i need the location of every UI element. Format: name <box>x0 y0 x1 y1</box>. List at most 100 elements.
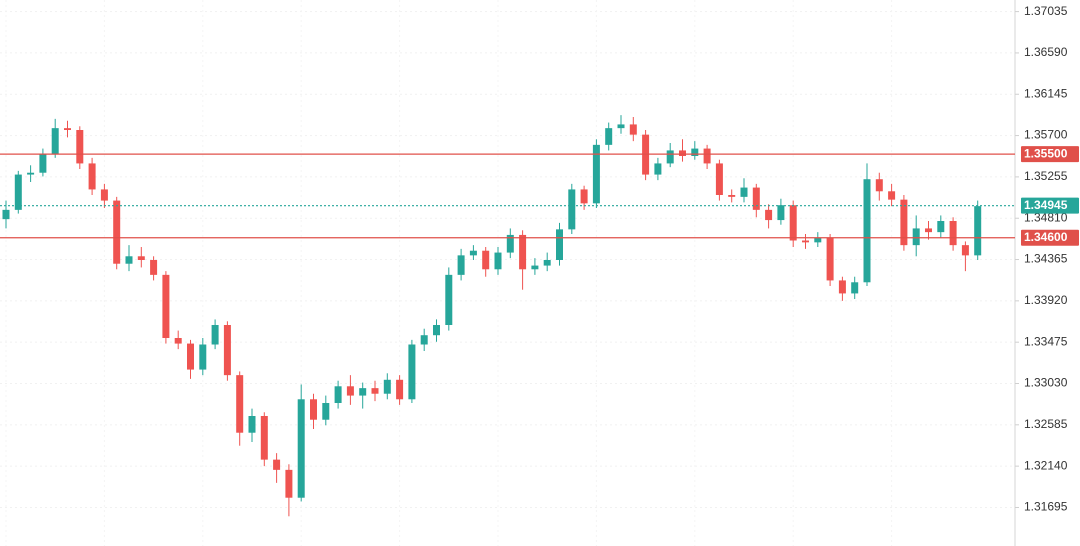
candle-body <box>187 343 194 370</box>
candle-body <box>900 199 908 246</box>
candle-body <box>371 388 379 394</box>
candle-body <box>433 325 440 336</box>
candle-body <box>826 237 834 281</box>
y-tick-label: 1.32585 <box>1024 417 1068 431</box>
candle-body <box>14 174 22 210</box>
candle-body <box>482 250 490 270</box>
candle-body <box>346 386 354 396</box>
candle-body <box>76 130 84 164</box>
candle-body <box>925 228 932 233</box>
candle-body <box>580 189 588 204</box>
candle-body <box>531 265 539 270</box>
level-label: 1.34600 <box>1024 230 1068 244</box>
candle-body <box>211 325 219 345</box>
level-label-box <box>1021 146 1079 163</box>
candle-body <box>310 399 317 420</box>
candle-body <box>556 229 563 260</box>
candle-body <box>322 403 330 420</box>
candle-body <box>949 221 957 246</box>
y-tick-label: 1.33475 <box>1024 334 1068 348</box>
candle-body <box>174 338 182 344</box>
candle-body <box>863 179 871 283</box>
candle-body <box>777 205 785 221</box>
candle-body <box>2 209 10 220</box>
candle-body <box>162 274 170 338</box>
candle-body <box>383 379 391 394</box>
candle-body <box>359 388 367 396</box>
candle-body <box>752 187 760 210</box>
candle-body <box>39 154 47 173</box>
candle-body <box>125 256 133 264</box>
candle-body <box>617 124 625 129</box>
candle-body <box>236 375 244 433</box>
candle-body <box>223 325 231 376</box>
level-label: 1.35500 <box>1024 146 1068 160</box>
candle-body <box>728 195 736 197</box>
y-tick-label: 1.33920 <box>1024 293 1068 307</box>
y-tick-label: 1.36590 <box>1024 45 1068 59</box>
candle-body <box>150 260 158 275</box>
candle-body <box>912 228 920 246</box>
candle-body <box>679 150 686 156</box>
candle-body <box>654 163 662 175</box>
y-tick-label: 1.35700 <box>1024 128 1068 142</box>
candle-body <box>297 399 305 498</box>
level-label-box <box>1021 197 1079 214</box>
candle-body <box>100 189 108 201</box>
candle-body <box>408 344 416 400</box>
y-tick-label: 1.32140 <box>1024 458 1068 472</box>
candle-body <box>802 240 809 243</box>
candle-body <box>285 469 293 498</box>
candle-body <box>260 416 268 460</box>
candle-body <box>64 128 71 130</box>
candle-body <box>666 150 674 164</box>
candle-body <box>519 234 527 270</box>
candle-body <box>974 206 982 256</box>
y-tick-label: 1.36145 <box>1024 86 1068 100</box>
candle-body <box>715 163 723 195</box>
candle-body <box>113 200 121 264</box>
level-label: 1.34945 <box>1024 198 1068 212</box>
candle-body <box>592 144 600 204</box>
candle-body <box>740 187 748 197</box>
candle-body <box>457 255 465 275</box>
candle-body <box>765 209 773 221</box>
candle-body <box>27 172 35 175</box>
candle-body <box>605 128 613 145</box>
candle-body <box>199 344 207 370</box>
candle-body <box>838 280 846 294</box>
candle-body <box>88 163 96 190</box>
candle-body <box>420 335 428 345</box>
candle-body <box>396 379 404 400</box>
level-label-box <box>1021 229 1079 246</box>
candle-body <box>494 252 502 270</box>
candle-body <box>273 459 281 470</box>
y-tick-label: 1.35255 <box>1024 169 1068 183</box>
candle-body <box>961 245 969 256</box>
candle-body <box>851 282 859 294</box>
y-tick-label: 1.37035 <box>1024 4 1068 18</box>
candle-body <box>703 148 711 164</box>
candle-body <box>937 221 945 233</box>
candle-body <box>506 234 514 253</box>
y-tick-label: 1.34810 <box>1024 210 1068 224</box>
candle-body <box>445 274 453 325</box>
candle-body <box>51 128 59 155</box>
candle-body <box>789 205 797 241</box>
candle-body <box>469 250 477 256</box>
candle-body <box>248 416 256 433</box>
y-tick-label: 1.34365 <box>1024 252 1068 266</box>
candle-body <box>629 124 637 135</box>
candle-body <box>543 260 551 266</box>
candle-body <box>814 237 822 243</box>
candle-body <box>334 386 342 403</box>
candle-body <box>137 256 145 260</box>
candle-body <box>691 148 699 156</box>
candle-body <box>568 189 576 230</box>
candle-body <box>875 179 883 192</box>
y-tick-label: 1.33030 <box>1024 376 1068 390</box>
candle-body <box>888 191 896 200</box>
y-tick-label: 1.31695 <box>1024 500 1068 514</box>
